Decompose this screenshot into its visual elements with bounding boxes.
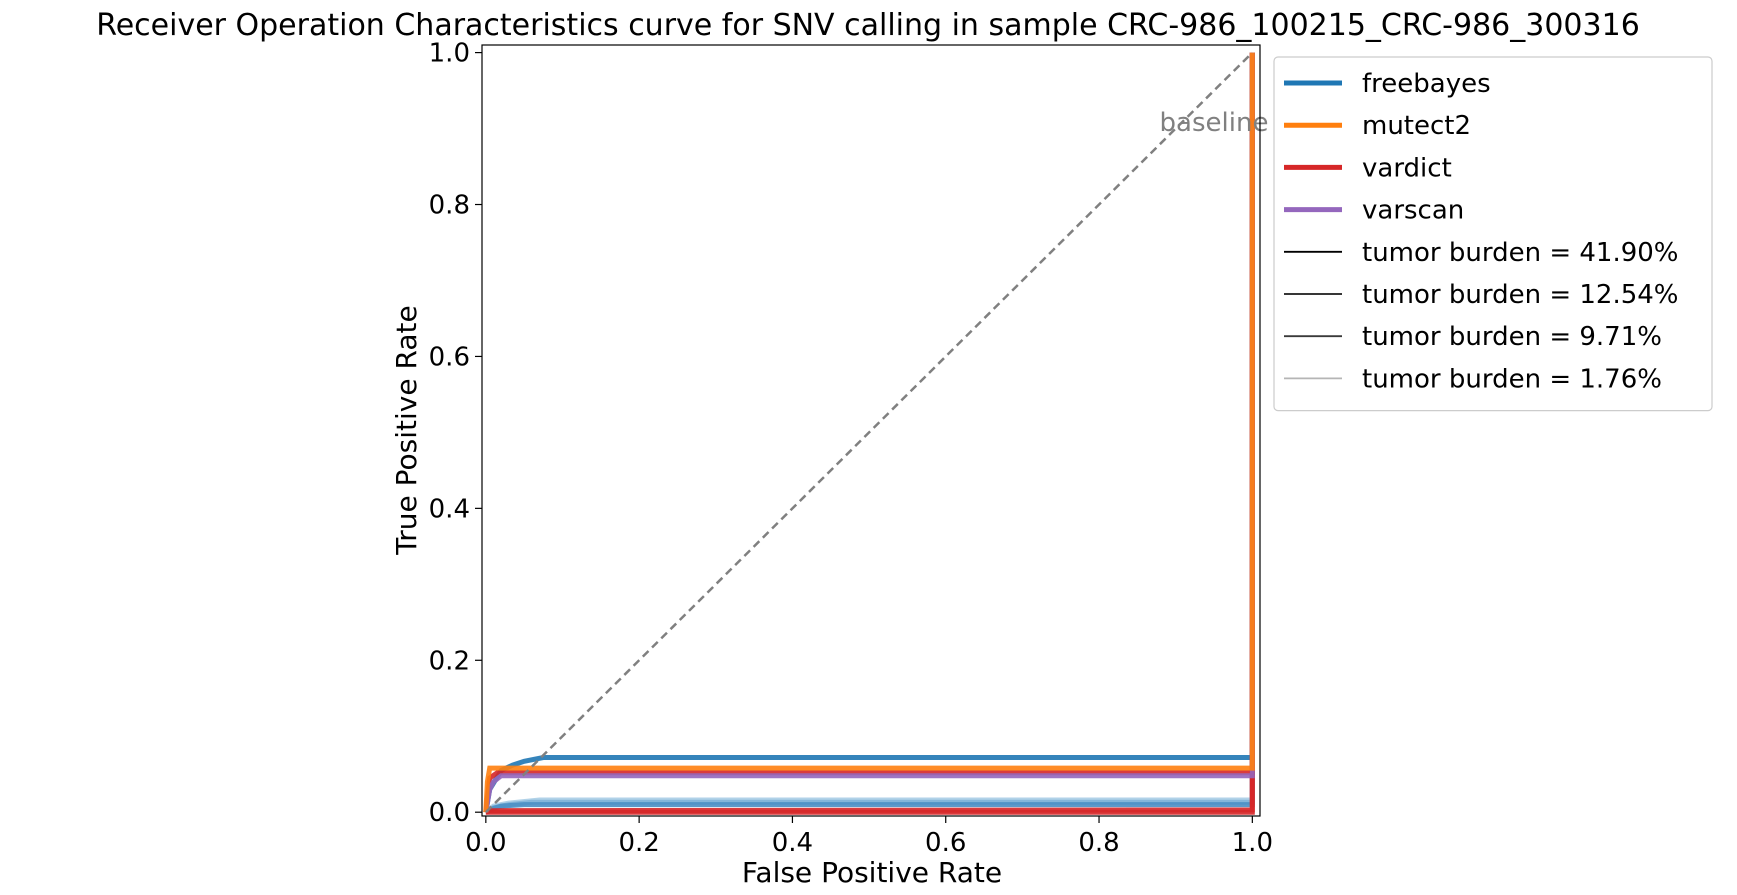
x-tick-label: 0.0 [465, 828, 506, 858]
x-tick-label: 1.0 [1232, 828, 1273, 858]
x-tick-label: 0.6 [925, 828, 966, 858]
axes-frame [481, 44, 1261, 817]
chart-title: Receiver Operation Characteristics curve… [96, 8, 1640, 43]
legend-label-6: tumor burden = 9.71% [1362, 322, 1662, 352]
baseline-label: baseline [1160, 108, 1269, 138]
y-tick-label: 0.0 [429, 798, 470, 828]
x-tick-label: 0.4 [772, 828, 813, 858]
y-tick-label: 0.4 [429, 494, 470, 524]
legend-label-0: freebayes [1362, 69, 1491, 99]
legend-box [1273, 56, 1713, 412]
y-tick-label: 0.6 [429, 342, 470, 372]
y-tick-label: 0.8 [429, 191, 470, 221]
x-axis-label: False Positive Rate [742, 856, 1002, 889]
baseline-line [484, 51, 1254, 814]
plot-area: baseline [481, 44, 1269, 817]
legend-label-2: vardict [1362, 153, 1452, 183]
y-axis-ticks: 0.0 0.2 0.4 0.6 0.8 1.0 [429, 39, 482, 828]
legend-label-4: tumor burden = 41.90% [1362, 238, 1679, 268]
series-line-mutect2-8 [483, 52, 1255, 813]
y-tick-label: 0.2 [429, 646, 470, 676]
legend: freebayes mutect2 vardict varscan tumor burd… [1273, 56, 1713, 412]
y-axis-label: True Positive Rate [390, 305, 423, 555]
legend-label-7: tumor burden = 1.76% [1362, 364, 1662, 394]
legend-label-1: mutect2 [1362, 111, 1471, 141]
legend-label-3: varscan [1362, 196, 1464, 226]
x-tick-label: 0.2 [618, 828, 659, 858]
y-tick-label: 1.0 [429, 39, 470, 69]
baseline-layer: baseline [484, 51, 1269, 814]
x-tick-label: 0.8 [1078, 828, 1119, 858]
legend-label-5: tumor burden = 12.54% [1362, 280, 1679, 310]
x-axis-ticks: 0.0 0.2 0.4 0.6 0.8 1.0 [465, 816, 1273, 858]
